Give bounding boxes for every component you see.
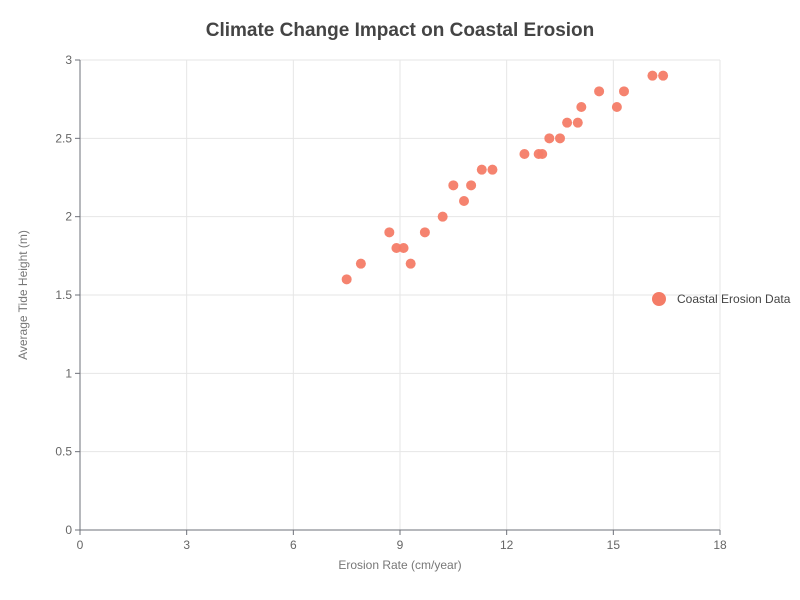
data-point — [355, 258, 366, 269]
data-point — [384, 227, 395, 238]
x-tick-label: 3 — [183, 538, 190, 552]
data-point — [619, 86, 629, 97]
data-point — [405, 258, 416, 269]
data-point — [562, 117, 573, 128]
y-tick-label: 0.5 — [55, 445, 72, 459]
legend[interactable]: Coastal Erosion Data — [652, 292, 791, 306]
y-tick-label: 2.5 — [55, 131, 72, 145]
tick-labels: 0 3 6 9 12 15 18 0 0.5 1 1.5 2 2.5 3 — [55, 53, 727, 552]
data-point — [555, 133, 565, 144]
x-tick-label: 0 — [77, 538, 84, 552]
grid-lines — [80, 59, 721, 530]
data-points — [341, 70, 669, 285]
x-tick-label: 6 — [290, 538, 297, 552]
x-axis-title: Erosion Rate (cm/year) — [338, 558, 461, 572]
x-tick-label: 18 — [713, 538, 727, 552]
x-tick-label: 15 — [607, 538, 621, 552]
data-point — [519, 149, 530, 159]
data-point — [576, 102, 587, 112]
data-point — [487, 164, 498, 175]
data-point — [658, 70, 669, 81]
legend-marker[interactable] — [652, 292, 666, 306]
data-point — [572, 117, 583, 128]
x-tick-label: 9 — [397, 538, 404, 552]
data-point — [594, 86, 605, 97]
legend-label[interactable]: Coastal Erosion Data — [677, 292, 791, 306]
data-point — [466, 180, 477, 191]
data-point — [437, 211, 448, 222]
data-point — [448, 180, 459, 191]
data-point — [459, 196, 469, 206]
y-tick-label: 2 — [65, 210, 72, 224]
data-point — [398, 243, 409, 253]
data-point — [537, 149, 548, 159]
data-point — [419, 227, 430, 238]
x-tick-label: 12 — [500, 538, 514, 552]
y-axis-title: Average Tide Height (m) — [16, 230, 30, 360]
y-tick-label: 3 — [65, 53, 72, 67]
chart-title: Climate Change Impact on Coastal Erosion — [205, 20, 595, 41]
y-tick-label: 0 — [65, 523, 72, 537]
data-point — [544, 133, 555, 144]
data-point — [476, 164, 487, 175]
y-tick-label: 1 — [65, 366, 72, 380]
data-point — [391, 243, 402, 253]
y-tick-label: 1.5 — [55, 288, 72, 302]
data-point — [647, 70, 658, 81]
data-point — [611, 102, 622, 112]
data-point — [341, 274, 352, 285]
axes — [75, 59, 721, 535]
